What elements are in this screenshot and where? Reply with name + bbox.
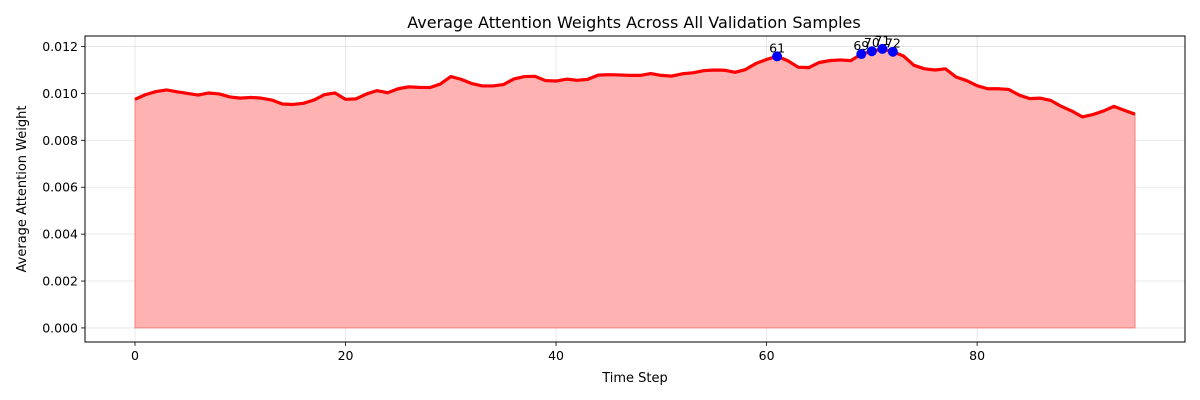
peak-label: 71: [874, 33, 890, 48]
peak-label: 70: [864, 35, 880, 50]
peak-marker: [856, 49, 867, 60]
y-tick-label: 0.006: [42, 180, 78, 195]
series-line: [134, 47, 1136, 119]
y-tick-label: 0.012: [42, 39, 78, 54]
peak-marker: [866, 46, 877, 57]
x-axis-label: Time Step: [601, 371, 668, 386]
chart-title: Average Attention Weights Across All Val…: [407, 13, 860, 32]
y-tick-label: 0.000: [42, 320, 78, 335]
x-tick-label: 20: [338, 348, 354, 363]
peak-label: 72: [885, 36, 901, 51]
x-tick-label: 40: [548, 348, 564, 363]
peak-marker: [877, 43, 888, 54]
y-tick-label: 0.002: [42, 274, 78, 289]
x-tick-label: 0: [131, 348, 139, 363]
x-tick-label: 60: [759, 348, 775, 363]
x-tick-label: 80: [969, 348, 985, 363]
peak-marker: [887, 46, 898, 57]
peak-label: 69: [853, 38, 869, 53]
y-tick-label: 0.010: [42, 86, 78, 101]
y-axis-label: Average Attention Weight: [15, 106, 30, 273]
peak-label: 61: [769, 40, 785, 55]
peak-marker: [772, 51, 783, 62]
axes-frame: [84, 35, 1186, 343]
area-fill: [134, 48, 1136, 329]
y-tick-label: 0.004: [42, 227, 78, 242]
axis-ticks: 0 20 40 60 80 0.000 0.002 0.004 0.006 0.008 0.010 0…: [42, 39, 985, 363]
y-tick-label: 0.008: [42, 133, 78, 148]
plot-area: [134, 47, 1136, 329]
